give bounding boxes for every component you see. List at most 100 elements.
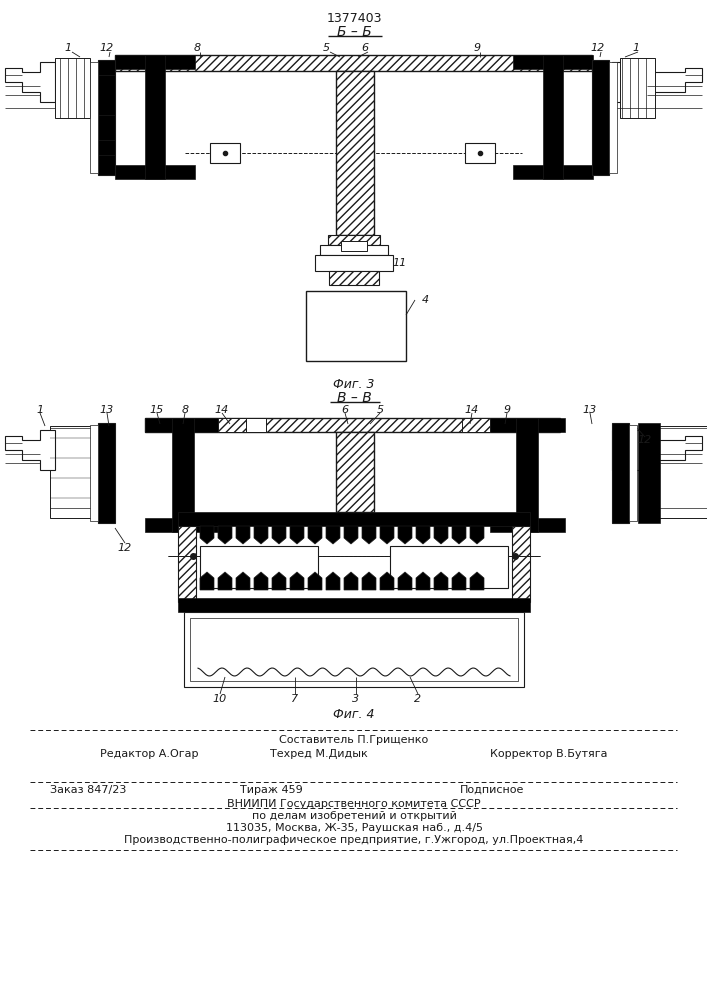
Polygon shape — [254, 572, 268, 590]
Text: 6: 6 — [341, 405, 349, 415]
Polygon shape — [380, 526, 394, 544]
Text: 7: 7 — [291, 694, 298, 704]
Bar — [50, 426, 98, 518]
Polygon shape — [308, 526, 322, 544]
Bar — [190, 618, 518, 681]
Polygon shape — [612, 62, 702, 102]
Polygon shape — [398, 526, 412, 544]
Polygon shape — [434, 526, 448, 544]
Bar — [612, 423, 629, 523]
Polygon shape — [452, 526, 466, 544]
Bar — [513, 165, 593, 179]
Polygon shape — [5, 430, 55, 470]
Text: 6: 6 — [361, 43, 368, 53]
Bar — [329, 271, 379, 285]
Bar — [609, 62, 617, 173]
Bar — [341, 241, 367, 251]
Bar — [462, 418, 490, 432]
Polygon shape — [452, 572, 466, 590]
Bar — [98, 423, 115, 523]
Text: Подписное: Подписное — [460, 785, 525, 795]
Bar — [490, 518, 565, 532]
Bar — [320, 245, 388, 255]
Text: 14: 14 — [215, 405, 229, 415]
Bar — [210, 143, 240, 163]
Text: Фиг. 3: Фиг. 3 — [333, 378, 375, 391]
Bar — [465, 143, 495, 163]
Text: Заказ 847/23: Заказ 847/23 — [50, 785, 127, 795]
Text: В – В: В – В — [337, 391, 371, 405]
Bar — [145, 55, 165, 179]
Bar — [592, 60, 609, 175]
Bar — [336, 432, 374, 512]
Text: 12: 12 — [638, 435, 652, 445]
Bar — [90, 425, 98, 521]
Bar — [145, 418, 560, 432]
Text: Тираж 459: Тираж 459 — [240, 785, 303, 795]
Text: 3: 3 — [352, 694, 360, 704]
Text: 8: 8 — [182, 405, 189, 415]
Polygon shape — [344, 526, 358, 544]
Polygon shape — [254, 526, 268, 544]
Polygon shape — [362, 526, 376, 544]
Polygon shape — [434, 572, 448, 590]
Bar — [328, 235, 380, 245]
Text: 15: 15 — [150, 405, 164, 415]
Bar — [200, 546, 318, 588]
Bar — [390, 546, 508, 588]
Text: Техред М.Дидык: Техред М.Дидык — [270, 749, 368, 759]
Text: 5: 5 — [376, 405, 384, 415]
Text: 14: 14 — [465, 405, 479, 415]
Text: 4: 4 — [421, 295, 428, 305]
Polygon shape — [362, 572, 376, 590]
Polygon shape — [236, 572, 250, 590]
Bar — [145, 418, 220, 432]
Bar — [172, 418, 194, 532]
Text: 1: 1 — [37, 405, 44, 415]
Text: 12: 12 — [118, 543, 132, 553]
Bar — [178, 526, 196, 602]
Bar — [336, 71, 374, 235]
Text: Корректор В.Бутяга: Корректор В.Бутяга — [490, 749, 607, 759]
Polygon shape — [380, 572, 394, 590]
Text: 12: 12 — [100, 43, 114, 53]
Text: 9: 9 — [503, 405, 510, 415]
Text: 1: 1 — [633, 43, 640, 53]
Bar — [145, 518, 220, 532]
Bar — [620, 58, 655, 118]
Text: 12: 12 — [591, 43, 605, 53]
Polygon shape — [290, 526, 304, 544]
Polygon shape — [272, 526, 286, 544]
Text: ВНИИПИ Государственного комитета СССР: ВНИИПИ Государственного комитета СССР — [227, 799, 481, 809]
Polygon shape — [200, 526, 214, 544]
Bar — [178, 598, 530, 612]
Text: Составитель П.Грищенко: Составитель П.Грищенко — [279, 735, 428, 745]
Text: 10: 10 — [213, 694, 227, 704]
Polygon shape — [218, 526, 232, 544]
Bar — [516, 418, 538, 532]
Polygon shape — [612, 430, 702, 470]
Bar — [490, 418, 565, 432]
Polygon shape — [398, 572, 412, 590]
Polygon shape — [218, 572, 232, 590]
Text: 11: 11 — [393, 258, 407, 268]
Polygon shape — [272, 572, 286, 590]
Text: 13: 13 — [100, 405, 114, 415]
Bar — [513, 55, 593, 69]
Polygon shape — [470, 572, 484, 590]
Bar — [306, 291, 406, 361]
Bar — [543, 55, 563, 179]
Text: Редактор А.Огар: Редактор А.Огар — [100, 749, 199, 759]
Polygon shape — [326, 526, 340, 544]
Text: 5: 5 — [322, 43, 329, 53]
Polygon shape — [5, 62, 55, 102]
Bar — [98, 60, 115, 175]
Bar — [218, 418, 246, 432]
Text: Фиг. 4: Фиг. 4 — [333, 708, 375, 720]
Polygon shape — [344, 572, 358, 590]
Text: Производственно-полиграфическое предприятие, г.Ужгород, ул.Проектная,4: Производственно-полиграфическое предприя… — [124, 835, 584, 845]
Text: 13: 13 — [583, 405, 597, 415]
Polygon shape — [470, 526, 484, 544]
Bar — [90, 62, 98, 173]
Text: 113035, Москва, Ж-35, Раушская наб., д.4/5: 113035, Москва, Ж-35, Раушская наб., д.4… — [226, 823, 482, 833]
